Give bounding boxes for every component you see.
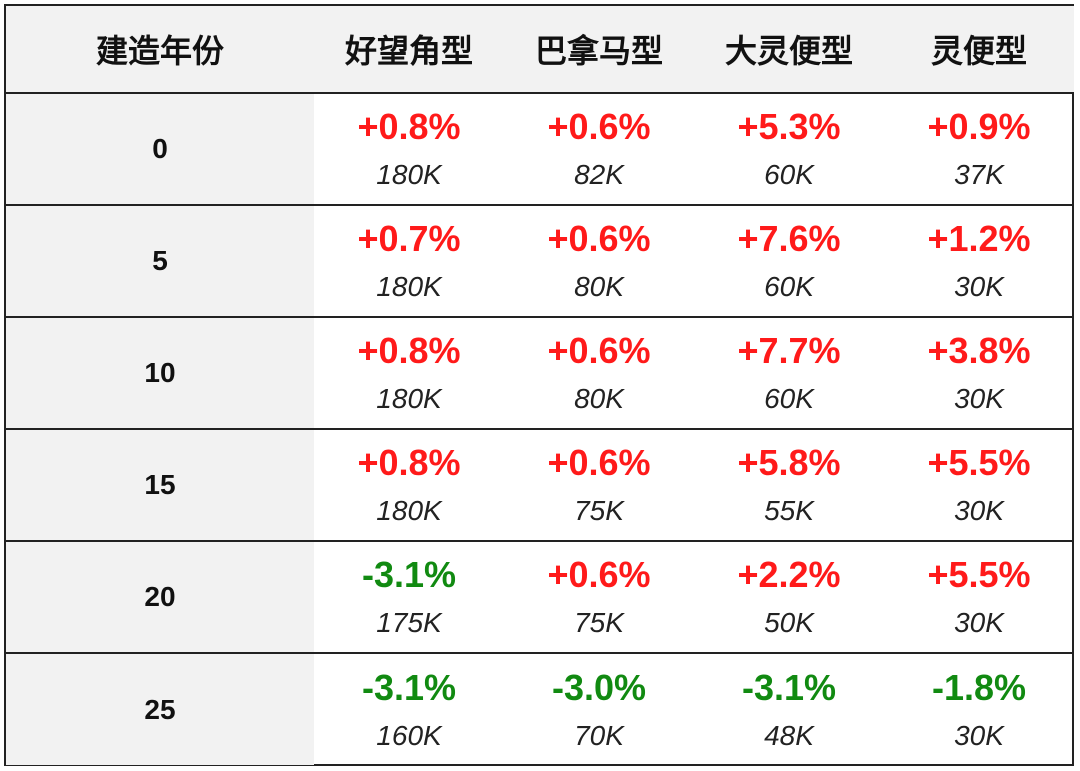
change-percent: +5.8% [737,442,841,483]
change-percent: +0.9% [927,106,1031,147]
change-percent: +0.6% [547,330,651,371]
change-percent: +5.5% [927,442,1031,483]
data-cell: +5.8% 55K [694,428,884,541]
header-capesize: 好望角型 [314,6,504,94]
data-cell: -3.1% 160K [314,652,504,765]
tonnage-value: 180K [376,495,442,526]
data-cell: +0.6% 82K [504,93,694,205]
tonnage-value: 30K [954,495,1004,526]
data-cell: -1.8% 30K [884,652,1074,765]
tonnage-value: 30K [954,607,1004,638]
data-cell: +0.6% 80K [504,204,694,317]
change-percent: +0.6% [547,554,651,595]
header-panamax: 巴拿马型 [504,6,694,94]
tonnage-value: 175K [376,607,442,638]
data-cell: +7.7% 60K [694,316,884,429]
change-percent: +0.6% [547,106,651,147]
data-cell: +2.2% 50K [694,540,884,653]
table-header: 建造年份 好望角型 巴拿马型 大灵便型 灵便型 [6,6,1074,94]
change-percent: +0.8% [357,106,461,147]
tonnage-value: 37K [954,159,1004,190]
header-handysize: 灵便型 [884,6,1074,94]
change-percent: +0.8% [357,442,461,483]
tonnage-value: 60K [764,383,814,414]
tonnage-value: 55K [764,495,814,526]
tonnage-value: 30K [954,271,1004,302]
build-year-cell: 20 [6,540,314,653]
build-year-cell: 5 [6,204,314,317]
data-cell: +5.5% 30K [884,540,1074,653]
tonnage-value: 60K [764,159,814,190]
build-year-cell: 25 [6,652,314,765]
change-percent: +7.6% [737,218,841,259]
tonnage-value: 30K [954,383,1004,414]
change-percent: +3.8% [927,330,1031,371]
change-percent: -3.1% [361,554,457,595]
table-row: 20 -3.1% 175K +0.6% 75K +2.2% 50K +5.5% 30K [6,540,1074,653]
build-year-cell: 15 [6,428,314,541]
data-cell: +7.6% 60K [694,204,884,317]
tonnage-value: 80K [574,271,624,302]
change-percent: -1.8% [931,666,1027,708]
change-percent: +0.6% [547,218,651,259]
tonnage-value: 30K [954,719,1004,751]
build-year-cell: 10 [6,316,314,429]
data-cell: +0.7% 180K [314,204,504,317]
tonnage-value: 48K [764,719,814,751]
change-percent: +2.2% [737,554,841,595]
change-percent: -3.0% [551,666,647,708]
data-cell: +0.6% 75K [504,428,694,541]
data-cell: +3.8% 30K [884,316,1074,429]
change-percent: +0.8% [357,330,461,371]
tonnage-value: 180K [376,271,442,302]
data-cell: +0.8% 180K [314,428,504,541]
header-supramax: 大灵便型 [694,6,884,94]
data-cell: -3.1% 48K [694,652,884,765]
ship-age-table: 建造年份 好望角型 巴拿马型 大灵便型 灵便型 0 +0.8% 180K +0.6% 8… [6,6,1074,765]
data-cell: +0.6% 80K [504,316,694,429]
tonnage-value: 160K [376,719,442,751]
data-cell: +0.9% 37K [884,93,1074,205]
data-cell: +0.6% 75K [504,540,694,653]
change-percent: +1.2% [927,218,1031,259]
tonnage-value: 80K [574,383,624,414]
change-percent: +5.5% [927,554,1031,595]
change-percent: +0.6% [547,442,651,483]
table-body: 0 +0.8% 180K +0.6% 82K +5.3% 60K +0.9% 37K 5 +0.7%… [6,93,1074,765]
table-row: 25 -3.1% 160K -3.0% 70K -3.1% 48K -1.8% 30K [6,652,1074,765]
tonnage-value: 75K [574,607,624,638]
table-row: 0 +0.8% 180K +0.6% 82K +5.3% 60K +0.9% 37K [6,93,1074,205]
tonnage-value: 75K [574,495,624,526]
tonnage-value: 180K [376,159,442,190]
change-percent: -3.1% [741,666,837,708]
data-cell: +0.8% 180K [314,316,504,429]
build-year-cell: 0 [6,93,314,205]
data-cell: +1.2% 30K [884,204,1074,317]
tonnage-value: 60K [764,271,814,302]
data-cell: +5.5% 30K [884,428,1074,541]
data-cell: +0.8% 180K [314,93,504,205]
header-row: 建造年份 好望角型 巴拿马型 大灵便型 灵便型 [6,6,1074,94]
table-row: 5 +0.7% 180K +0.6% 80K +7.6% 60K +1.2% 30K [6,204,1074,317]
change-percent: +7.7% [737,330,841,371]
tonnage-value: 50K [764,607,814,638]
tonnage-value: 70K [574,719,624,751]
data-table-frame: 建造年份 好望角型 巴拿马型 大灵便型 灵便型 0 +0.8% 180K +0.6% 8… [4,4,1074,766]
table-row: 10 +0.8% 180K +0.6% 80K +7.7% 60K +3.8% 30K [6,316,1074,429]
table-row: 15 +0.8% 180K +0.6% 75K +5.8% 55K +5.5% 30K [6,428,1074,541]
data-cell: +5.3% 60K [694,93,884,205]
change-percent: +5.3% [737,106,841,147]
header-build-year: 建造年份 [6,6,314,94]
tonnage-value: 82K [574,159,624,190]
change-percent: -3.1% [361,666,457,708]
change-percent: +0.7% [357,218,461,259]
data-cell: -3.0% 70K [504,652,694,765]
data-cell: -3.1% 175K [314,540,504,653]
tonnage-value: 180K [376,383,442,414]
